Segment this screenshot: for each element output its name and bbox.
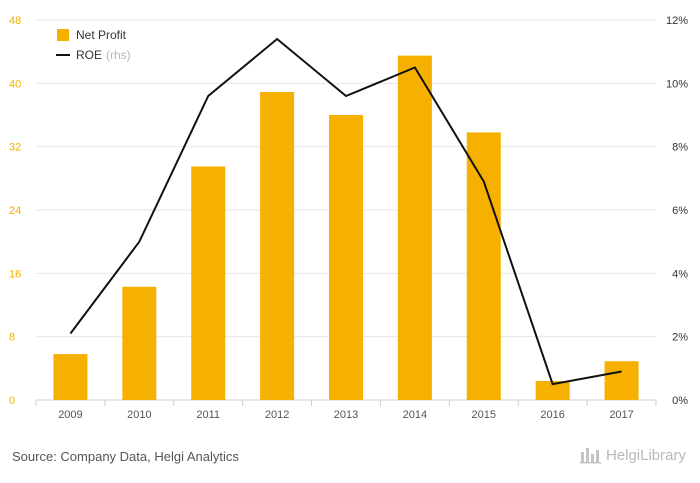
x-tick-label: 2015 [472,409,496,421]
y-left-tick-label: 8 [9,332,15,344]
legend-label-roe: ROE (rhs) [76,48,131,62]
y-left-tick-label: 24 [9,205,21,217]
bars-layer [53,55,639,401]
line-layer [69,37,622,386]
x-tick-label: 2011 [196,409,220,421]
bar-net-profit [397,55,432,400]
x-tick-label: 2016 [540,409,564,421]
legend-swatch-net-profit [57,29,69,41]
x-tick-label: 2013 [334,409,358,421]
bar-net-profit [260,92,295,401]
x-tick-label: 2014 [403,409,427,421]
y-right-tick-label: 4% [672,268,688,280]
x-tick-label: 2017 [609,409,633,421]
y-right-tick-label: 0% [672,395,688,407]
axes-layer: 0 0% 8 2% 16 4% 24 6% 32 8% 40 10% 48 12% 2009 2010 2011… [9,15,688,421]
bar-net-profit [191,166,226,400]
y-left-tick-label: 48 [9,15,21,27]
y-right-tick-label: 2% [672,332,688,344]
y-right-tick-label: 12% [666,15,688,27]
source-note: Source: Company Data, Helgi Analytics [12,449,239,464]
brand-logo[interactable]: HelgiLibrary [579,446,686,464]
legend-roe-name: ROE [76,48,102,62]
y-left-tick-label: 40 [9,78,21,90]
line-roe [69,37,622,386]
y-right-tick-label: 8% [672,142,688,154]
bar-net-profit [329,115,363,400]
helgi-logo-icon [579,448,601,464]
chart-svg: 0 0% 8 2% 16 4% 24 6% 32 8% 40 10% 48 12% 2009 2010 2011… [9,15,688,421]
bar-net-profit [466,132,501,400]
x-tick-label: 2010 [127,409,151,421]
bar-net-profit [53,354,88,400]
y-left-tick-label: 32 [9,142,21,154]
legend: Net Profit ROE (rhs) [56,28,131,62]
bar-net-profit [604,361,639,400]
bar-net-profit [122,286,157,400]
legend-label-net-profit: Net Profit [76,28,127,42]
y-left-tick-label: 16 [9,268,21,280]
y-right-tick-label: 10% [666,78,688,90]
bar-net-profit [535,381,570,400]
y-left-tick-label: 0 [9,395,15,407]
y-right-tick-label: 6% [672,205,688,217]
x-tick-label: 2009 [58,409,82,421]
legend-roe-suffix: (rhs) [106,48,131,62]
x-tick-label: 2012 [265,409,289,421]
brand-name: HelgiLibrary [605,446,686,464]
